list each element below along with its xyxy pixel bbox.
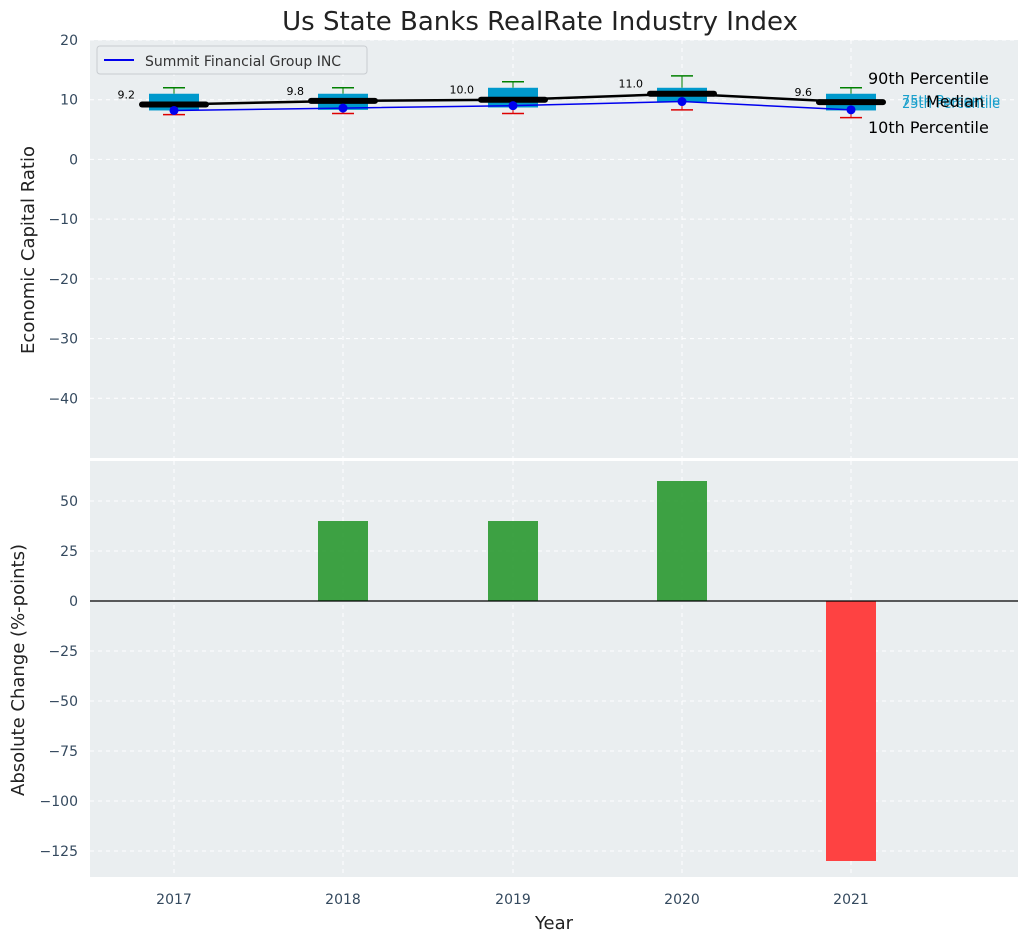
x-tick-label: 2020 [664,892,700,908]
median-value-label: 9.6 [795,86,813,99]
x-tick-label: 2021 [833,892,869,908]
top-y-tick-label: 0 [69,152,78,168]
median-value-label: 9.2 [118,88,136,101]
median-value-label: 10.0 [450,84,475,97]
x-tick-label: 2018 [325,892,361,908]
bottom-y-tick-labels: 50 25 0 −25 −50 −75 −100 −125 [40,494,78,860]
top-grid [90,39,1018,458]
legend: Summit Financial Group INC [96,45,368,75]
annotation-p90: 90th Percentile [868,69,989,88]
x-tick-label: 2019 [495,892,531,908]
bar-negative [826,601,876,861]
bottom-y-tick-label: −75 [48,744,78,760]
chart-title: Us State Banks RealRate Industry Index [282,7,798,37]
company-series-point [169,105,179,115]
bottom-y-tick-label: −50 [48,694,78,710]
top-y-tick-label: 20 [60,33,78,49]
median-value-label: 9.8 [287,85,305,98]
company-series-point [508,101,518,111]
annotation-p10: 10th Percentile [868,118,989,137]
bottom-bar-marks [90,481,1018,861]
top-y-tick-label: −20 [48,272,78,288]
top-y-axis-title: Economic Capital Ratio [18,146,39,354]
bar-positive [488,521,538,601]
x-tick-labels: 2017 2018 2019 2020 2021 [156,892,869,908]
bottom-panel-background [90,461,1018,877]
annotation-p75: 75th Percentile [902,94,1000,109]
bottom-y-tick-label: 0 [69,594,78,610]
bottom-y-tick-label: −125 [40,844,78,860]
x-axis-title: Year [534,913,574,934]
company-series-point [677,97,687,107]
top-y-tick-label: −40 [48,391,78,407]
percentile-annotations: 90th Percentile 75th Percentile 25th Per… [868,69,1000,137]
median-trend-line [173,92,852,106]
top-y-tick-label: 10 [60,93,78,109]
company-series-point [846,105,856,115]
company-series-point [338,103,348,113]
top-y-tick-label: −30 [48,332,78,348]
top-y-tick-label: −10 [48,212,78,228]
bottom-y-tick-label: −100 [40,794,78,810]
bar-positive [657,481,707,601]
top-panel: 20 10 0 −10 −20 −30 −40 9.2 9.8 10.0 11.0 9.6 90th… [18,33,1018,458]
bar-positive [318,521,368,601]
legend-box [96,45,368,75]
bottom-y-tick-label: 50 [60,494,78,510]
x-tick-label: 2017 [156,892,192,908]
top-y-tick-labels: 20 10 0 −10 −20 −30 −40 [48,33,78,407]
top-boxplot-marks: 9.2 9.8 10.0 11.0 9.6 [118,75,886,119]
annotation-p25: 25th Percentile [902,97,1000,112]
legend-label: Summit Financial Group INC [145,54,341,70]
annotation-median: Median [926,92,984,111]
bottom-y-tick-label: 25 [60,544,78,560]
median-value-label: 11.0 [619,78,644,91]
bottom-y-tick-label: −25 [48,644,78,660]
bottom-y-axis-title: Absolute Change (%-points) [8,544,29,796]
